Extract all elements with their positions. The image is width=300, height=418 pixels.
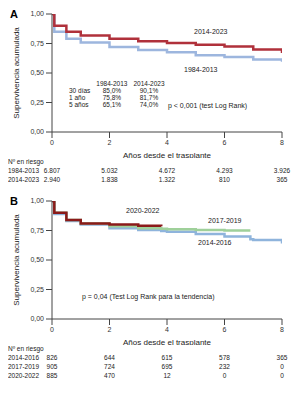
html-text:65,1%: 65,1% bbox=[102, 101, 122, 108]
html-text:4.293: 4.293 bbox=[216, 167, 233, 174]
html-text:1984-2013: 1984-2013 bbox=[8, 167, 40, 174]
svg-text:0: 0 bbox=[50, 139, 54, 146]
html-text:2014-2023: 2014-2023 bbox=[8, 176, 40, 183]
html-text:1984-2013: 1984-2013 bbox=[184, 66, 218, 73]
svg-text:8: 8 bbox=[280, 139, 284, 146]
svg-text:0: 0 bbox=[50, 326, 54, 333]
html-text:695: 695 bbox=[161, 363, 173, 370]
html-text:724: 724 bbox=[104, 363, 115, 370]
html-text:905: 905 bbox=[46, 363, 58, 370]
svg-text:8: 8 bbox=[280, 326, 284, 333]
html-text:1984-2013: 1984-2013 bbox=[96, 80, 128, 87]
svg-text:2: 2 bbox=[108, 139, 112, 146]
html-text:4.672: 4.672 bbox=[158, 167, 176, 174]
html-text:0: 0 bbox=[280, 363, 284, 370]
html-text:470: 470 bbox=[104, 372, 115, 379]
svg-text:4: 4 bbox=[165, 139, 169, 146]
html-text:365: 365 bbox=[276, 354, 288, 361]
svg-text:Años desde el trasplante: Años desde el trasplante bbox=[123, 338, 212, 345]
svg-text:0,25: 0,25 bbox=[30, 99, 44, 106]
svg-text:6: 6 bbox=[223, 139, 227, 146]
html-text:2017-2019: 2017-2019 bbox=[8, 363, 40, 370]
html-text:2020-2022: 2020-2022 bbox=[126, 207, 160, 214]
svg-text:1,00: 1,00 bbox=[30, 197, 44, 204]
svg-text:0,50: 0,50 bbox=[30, 256, 44, 263]
html-text:0: 0 bbox=[222, 372, 227, 379]
html-text:644: 644 bbox=[104, 354, 115, 361]
html-text:p < 0,001 (test Log Rank): p < 0,001 (test Log Rank) bbox=[168, 102, 248, 109]
html-text:1.838: 1.838 bbox=[101, 176, 118, 183]
svg-text:0,00: 0,00 bbox=[30, 128, 44, 135]
svg-text:0,75: 0,75 bbox=[30, 227, 44, 234]
svg-text:Años desde el trasplante: Años desde el trasplante bbox=[123, 151, 212, 158]
html-text:810: 810 bbox=[219, 176, 230, 183]
html-text:1.322: 1.322 bbox=[158, 176, 176, 183]
html-text:2.940: 2.940 bbox=[43, 176, 61, 183]
html-text:578: 578 bbox=[219, 354, 230, 361]
svg-text:2: 2 bbox=[108, 326, 112, 333]
svg-text:0,50: 0,50 bbox=[30, 69, 44, 76]
html-text:5.032: 5.032 bbox=[101, 167, 118, 174]
html-text:2014-2016: 2014-2016 bbox=[198, 239, 232, 246]
html-text:826: 826 bbox=[46, 354, 58, 361]
svg-text:6: 6 bbox=[223, 326, 227, 333]
html-text:30 días: 30 días bbox=[69, 87, 91, 94]
html-text:12: 12 bbox=[163, 372, 171, 379]
html-text:615: 615 bbox=[161, 354, 173, 361]
html-text:2014-2023: 2014-2023 bbox=[133, 80, 165, 87]
html-text:81,7%: 81,7% bbox=[139, 94, 159, 101]
html-text:Nº en riesgo: Nº en riesgo bbox=[8, 158, 44, 165]
html-text:232: 232 bbox=[219, 363, 230, 370]
html-text:1 año: 1 año bbox=[69, 94, 86, 101]
html-text:75,8%: 75,8% bbox=[102, 94, 122, 101]
html-text:0: 0 bbox=[280, 372, 284, 379]
html-text:2014-2023: 2014-2023 bbox=[194, 28, 228, 35]
html-text:2017-2019: 2017-2019 bbox=[208, 217, 242, 224]
html-text:2014-2016: 2014-2016 bbox=[8, 354, 40, 361]
html-text:6.807: 6.807 bbox=[43, 167, 61, 174]
html-text:2020-2022: 2020-2022 bbox=[8, 372, 40, 379]
html-text:885: 885 bbox=[46, 372, 58, 379]
svg-text:Supervivencia acumulada: Supervivencia acumulada bbox=[12, 214, 21, 306]
html-text:A: A bbox=[10, 8, 18, 20]
html-text:3.926: 3.926 bbox=[273, 167, 291, 174]
html-text:74,0%: 74,0% bbox=[139, 101, 159, 108]
html-text:p = 0,04 (Test Log Rank para l: p = 0,04 (Test Log Rank para la tendenci… bbox=[82, 293, 215, 300]
html-text:B: B bbox=[10, 195, 18, 207]
html-text:85,0%: 85,0% bbox=[102, 87, 122, 94]
html-text:Nº en riesgo: Nº en riesgo bbox=[8, 345, 44, 352]
svg-text:0,00: 0,00 bbox=[30, 315, 44, 322]
html-text:90,1%: 90,1% bbox=[139, 87, 159, 94]
svg-text:4: 4 bbox=[165, 326, 169, 333]
svg-text:0,75: 0,75 bbox=[30, 40, 44, 47]
svg-text:0,25: 0,25 bbox=[30, 286, 44, 293]
html-text:5 años: 5 años bbox=[69, 101, 89, 108]
svg-text:Supervivencia acumulada: Supervivencia acumulada bbox=[12, 27, 21, 119]
html-text:365: 365 bbox=[276, 176, 288, 183]
svg-text:1,00: 1,00 bbox=[30, 10, 44, 17]
